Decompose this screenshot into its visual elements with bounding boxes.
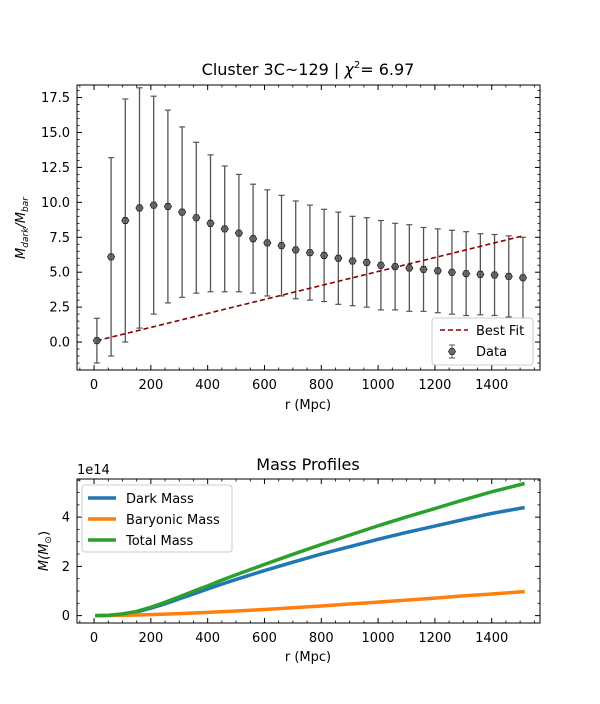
data-point	[377, 262, 384, 268]
data-point	[363, 259, 370, 265]
mass-x-axis-label: r (Mpc)	[285, 650, 331, 665]
data-point	[406, 265, 413, 271]
data-point	[335, 255, 342, 261]
data-point	[193, 215, 200, 221]
data-point	[221, 226, 228, 232]
y-tick-label: 5.0	[49, 266, 70, 281]
data-point	[278, 243, 285, 249]
data-point	[264, 240, 271, 246]
data-point	[519, 275, 526, 281]
y-tick-label: 4	[62, 511, 70, 526]
y-tick-label: 2.5	[49, 301, 70, 316]
x-tick-label: 1000	[362, 631, 395, 646]
data-legend-label: Data	[476, 345, 507, 360]
dark-mass-legend-label: Dark Mass	[126, 492, 194, 507]
mass-chart: Mass Profiles 1e14 0 200 400 600 800 1000 1200…	[37, 455, 540, 665]
data-point	[207, 220, 214, 226]
total-mass-legend-label: Total Mass	[125, 534, 193, 549]
data-point	[491, 272, 498, 278]
data-point	[122, 217, 129, 223]
y-tick-label: 0	[62, 609, 70, 624]
x-tick-label: 200	[138, 378, 163, 393]
data-point	[136, 205, 143, 211]
x-tick-label: 600	[252, 631, 277, 646]
x-tick-label: 400	[195, 631, 220, 646]
data-point	[463, 270, 470, 276]
data-point	[164, 203, 171, 209]
ratio-chart-title: Cluster 3C~129 | χ2= 6.97	[202, 60, 415, 79]
data-point	[477, 271, 484, 277]
ratio-y-axis-label: Mdark/Mbar	[14, 196, 31, 259]
x-tick-label: 200	[138, 631, 163, 646]
data-point	[292, 247, 299, 253]
data-point	[448, 269, 455, 275]
data-point	[250, 236, 257, 242]
best-fit-legend-label: Best Fit	[476, 324, 524, 339]
x-tick-label: 1200	[418, 631, 451, 646]
mass-y-axis-label: M(M⊙)	[37, 531, 54, 571]
y-tick-label: 2	[62, 560, 70, 575]
y-tick-label: 17.5	[41, 91, 70, 106]
data-point	[505, 273, 512, 279]
data-point	[420, 266, 427, 272]
x-tick-label: 1400	[475, 631, 508, 646]
data-point	[150, 202, 157, 208]
y-tick-label: 7.5	[49, 231, 70, 246]
data-point	[179, 209, 186, 215]
ratio-chart: Cluster 3C~129 | χ2= 6.97 0 200 400 600 800 1…	[14, 60, 540, 413]
y-tick-label: 0.0	[49, 336, 70, 351]
mass-legend: Dark Mass Baryonic Mass Total Mass	[82, 485, 232, 552]
x-tick-label: 400	[195, 378, 220, 393]
baryonic-mass-legend-label: Baryonic Mass	[126, 513, 220, 528]
y-tick-label: 15.0	[41, 126, 70, 141]
x-tick-label: 1200	[418, 378, 451, 393]
ratio-x-axis-label: r (Mpc)	[285, 398, 331, 413]
mass-y-offset-text: 1e14	[77, 463, 110, 478]
x-tick-label: 800	[309, 378, 334, 393]
data-point	[392, 264, 399, 270]
x-tick-label: 1000	[362, 378, 395, 393]
mass-chart-title: Mass Profiles	[256, 455, 359, 474]
x-tick-label: 0	[90, 378, 98, 393]
data-point	[434, 268, 441, 274]
y-tick-label: 10.0	[41, 196, 70, 211]
x-tick-label: 0	[90, 631, 98, 646]
x-tick-label: 1400	[475, 378, 508, 393]
data-point	[107, 254, 114, 260]
data-point	[235, 230, 242, 236]
data-point	[93, 338, 100, 344]
data-point	[306, 250, 313, 256]
data-point	[321, 252, 328, 258]
x-tick-label: 800	[309, 631, 334, 646]
data-point	[349, 258, 356, 264]
ratio-legend: Best Fit Data	[432, 318, 533, 365]
y-tick-label: 12.5	[41, 161, 70, 176]
x-tick-label: 600	[252, 378, 277, 393]
